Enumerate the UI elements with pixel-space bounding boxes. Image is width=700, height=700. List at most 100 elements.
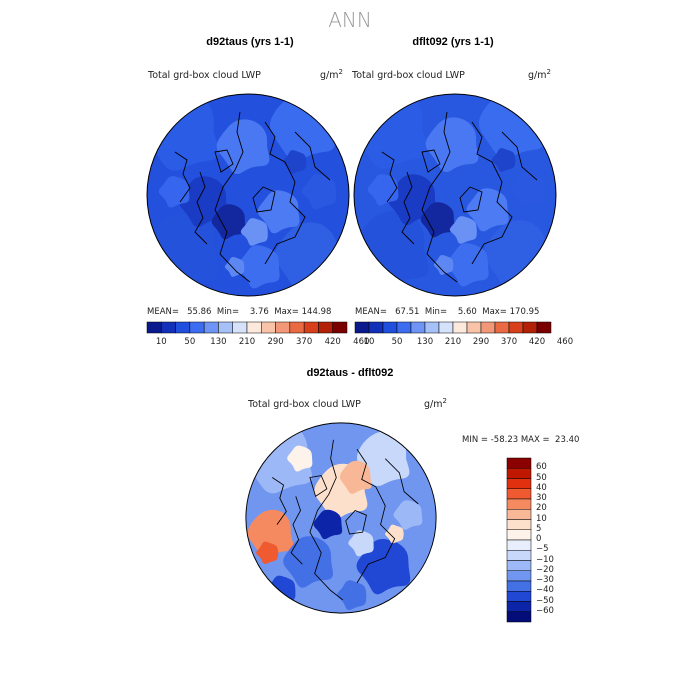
panel-1-colorbar-tick-label: 50 <box>184 337 196 347</box>
panel-2-contour-region-12 <box>433 255 454 275</box>
panel-1-stats: MEAN= 55.86 Min= 3.76 Max= 144.98 <box>147 307 331 317</box>
panel-2-min-label: Min= <box>424 307 448 317</box>
diff-max: 23.40 <box>555 435 580 445</box>
panel-2-colorbar-swatch <box>368 321 384 334</box>
coastline-1 <box>401 171 415 245</box>
diff-contour-region-14 <box>385 524 404 544</box>
panel-1-colorbar-swatch <box>161 321 176 334</box>
coastline-4 <box>384 458 419 505</box>
panel-1-colorbar-swatch <box>318 321 333 334</box>
panel-2-colorbar-swatch <box>508 321 524 334</box>
coastline-0 <box>421 111 458 283</box>
panel-2-colorbar-tick-label: 10 <box>363 337 375 347</box>
coastline-5 <box>459 186 483 213</box>
panel-2-colorbar-swatch <box>438 321 454 334</box>
diff-contour-region-12 <box>336 580 367 611</box>
panel-2-units: g/m2 <box>528 68 551 82</box>
panel-1-contour-region-8 <box>237 245 280 289</box>
diff-contour-region-4 <box>339 460 372 494</box>
diff-contour-region-10 <box>348 530 374 557</box>
diff-colorbar-level-label: −20 <box>536 564 554 575</box>
panel-2-map-boundary <box>353 93 557 297</box>
diff-colorbar-level-label: 5 <box>536 523 542 534</box>
coastline-4 <box>294 131 331 181</box>
diff-colorbar <box>506 457 532 623</box>
panel-1-colorbar-swatch <box>246 321 262 334</box>
diff-colorbar-swatch <box>506 509 532 520</box>
panel-1-colorbar-tick-label: 420 <box>324 337 341 347</box>
diff-colorbar-swatch <box>506 611 532 623</box>
panel-2-colorbar-tick-label: 210 <box>444 337 462 347</box>
panel-2-polar-map <box>353 93 557 297</box>
panel-1-contour-region-6 <box>211 204 246 240</box>
diff-colorbar-swatch <box>506 457 532 469</box>
panel-2-colorbar-swatch <box>424 321 440 334</box>
panel-1-polar-map <box>146 93 350 297</box>
panel-2-colorbar-swatch <box>354 321 370 334</box>
panel-2-colorbar-swatch <box>452 321 468 334</box>
panel-1-colorbar-swatch <box>289 321 305 334</box>
panel-1-colorbar-swatch <box>332 321 348 334</box>
panel-2-colorbar-swatch <box>410 321 426 334</box>
panel-1-colorbar-tick-label: 290 <box>267 337 284 347</box>
panel-1-contour-region-12 <box>224 257 245 277</box>
panel-1-min: 3.76 <box>249 307 269 317</box>
panel-2-colorbar-swatch <box>396 321 412 334</box>
panel-2-colorbar <box>354 321 552 334</box>
diff-colorbar-level-label: −40 <box>536 585 554 596</box>
panel-2-colorbar-tick-label: 420 <box>528 337 546 347</box>
panel-2-subtitle: Total grd-box cloud LWP <box>352 70 465 81</box>
panel-2-colorbar-swatch <box>536 321 552 334</box>
diff-contour-region-7 <box>313 509 343 540</box>
panel-1-contour-region-11 <box>240 218 268 246</box>
coastline-4 <box>501 131 538 181</box>
panel-2-colorbar-swatch <box>466 321 482 334</box>
panel-2-colorbar-swatch <box>522 321 538 334</box>
panel-1-colorbar-swatch <box>189 321 205 334</box>
diff-colorbar-level-label: −50 <box>536 595 554 606</box>
panel-1-colorbar-tick-label: 210 <box>238 337 256 347</box>
panel-2-colorbar-ticks: 10 50 130 210 290 370 420 460 <box>355 337 574 349</box>
diff-colorbar-level-label: −30 <box>536 575 554 585</box>
panel-2-min: 5.60 <box>457 307 477 317</box>
panel-2-contour-region-6 <box>420 202 455 238</box>
panel-1-colorbar-swatch <box>203 321 219 334</box>
panel-1-contour-region-13 <box>282 150 307 174</box>
diff-colorbar-level-label: 40 <box>536 482 547 493</box>
panel-1-contour-region-4 <box>216 119 270 175</box>
panel-2-colorbar-swatch <box>382 321 398 334</box>
panel-1-colorbar-swatch <box>175 321 191 334</box>
coastline-2 <box>264 121 306 265</box>
diff-min-label: MIN = <box>462 435 489 445</box>
diff-colorbar-level-label: −60 <box>536 605 554 616</box>
diff-subtitle: Total grd-box cloud LWP <box>248 399 361 410</box>
panel-1-subtitle: Total grd-box cloud LWP <box>148 70 261 81</box>
panel-2-contour-region-4 <box>425 117 479 173</box>
coastline-3 <box>272 477 287 525</box>
diff-contour-region-8 <box>393 500 423 530</box>
panel-2-colorbar-tick-label: 130 <box>416 337 434 347</box>
panel-2-colorbar-tick-label: 50 <box>391 337 403 347</box>
diff-colorbar-swatch <box>506 601 532 612</box>
coastline-5 <box>345 509 367 535</box>
diff-colorbar-swatch <box>506 570 532 582</box>
diff-polar-map <box>245 422 437 614</box>
diff-stats: MIN = -58.23 MAX = 23.40 <box>462 435 579 445</box>
diff-colorbar-level-label: 10 <box>536 513 547 524</box>
panel-2-colorbar-tick-label: 290 <box>472 337 490 347</box>
diff-contour-region-5 <box>283 536 334 588</box>
diff-title: d92taus - dflt092 <box>306 367 394 379</box>
diff-colorbar-level-label: −5 <box>536 544 549 555</box>
panel-1-colorbar-tick-label: 10 <box>155 337 167 347</box>
coastline-5 <box>252 186 276 213</box>
diff-colorbar-swatch <box>506 519 532 530</box>
season-title: ANN <box>328 8 372 32</box>
diff-contour-region-9 <box>287 445 313 472</box>
panel-2-mean: 67.51 <box>395 307 420 317</box>
panel-1-colorbar-swatch <box>146 321 162 334</box>
panel-2-colorbar-swatch <box>480 321 496 334</box>
diff-colorbar-swatch <box>506 498 532 510</box>
coastline-0 <box>214 111 251 283</box>
diff-colorbar-level-label: 20 <box>536 503 547 514</box>
panel-1-max-label: Max= <box>274 307 299 317</box>
